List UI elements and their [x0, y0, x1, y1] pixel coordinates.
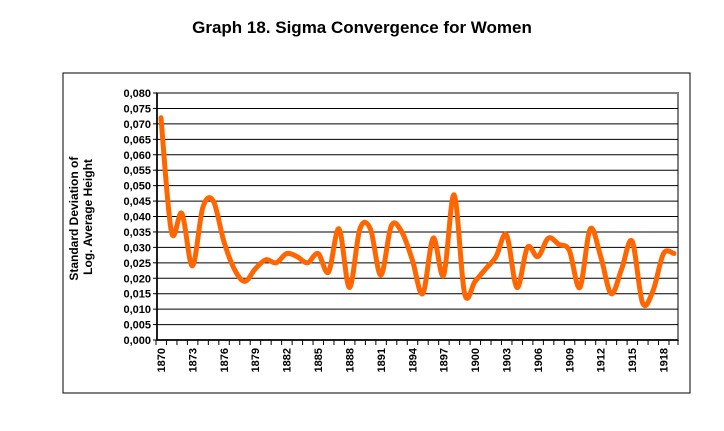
- x-tick-label: 1894: [407, 347, 419, 372]
- y-tick-label: 0,065: [123, 134, 151, 146]
- y-tick-label: 0,010: [123, 304, 151, 316]
- x-tick-label: 1915: [627, 348, 639, 372]
- y-tick-label: 0,080: [123, 88, 151, 100]
- x-tick-label: 1882: [282, 348, 294, 372]
- x-tick-label: 1909: [564, 348, 576, 372]
- y-tick-label: 0,015: [123, 289, 151, 301]
- x-tick-label: 1891: [376, 348, 388, 372]
- x-tick-label: 1912: [596, 348, 608, 372]
- chart-title: Graph 18. Sigma Convergence for Women: [192, 18, 532, 37]
- y-axis-label-line2: Log. Average Height: [81, 159, 95, 275]
- x-tick-label: 1876: [219, 348, 231, 372]
- x-tick-label: 1885: [313, 348, 325, 372]
- y-tick-label: 0,020: [123, 273, 151, 285]
- y-tick-label: 0,070: [123, 119, 151, 131]
- y-tick-label: 0,030: [123, 242, 151, 254]
- y-tick-label: 0,075: [123, 103, 151, 115]
- x-tick-label: 1879: [250, 348, 262, 372]
- y-tick-label: 0,035: [123, 227, 151, 239]
- y-tick-label: 0,055: [123, 165, 151, 177]
- x-tick-label: 1870: [156, 348, 168, 372]
- series-line-women: [158, 115, 677, 309]
- x-tick-label: 1873: [187, 348, 199, 372]
- x-tick-label: 1888: [344, 348, 356, 372]
- chart-frame: [62, 72, 691, 394]
- y-axis-label: Standard Deviation of Log. Average Heigh…: [67, 153, 95, 280]
- y-tick-label: 0,040: [123, 212, 151, 224]
- y-tick-label: 0,005: [123, 320, 151, 332]
- y-tick-label: 0,045: [123, 196, 151, 208]
- y-tick-label: 0,000: [123, 335, 151, 347]
- y-tick-label: 0,050: [123, 181, 151, 193]
- y-axis-label-line1: Standard Deviation of: [67, 156, 81, 281]
- x-tick-label: 1897: [439, 348, 451, 372]
- y-tick-label: 0,060: [123, 150, 151, 162]
- x-tick-label: 1918: [659, 348, 671, 372]
- x-tick-label: 1906: [533, 348, 545, 372]
- y-tick-label: 0,025: [123, 258, 151, 270]
- x-tick-label: 1903: [501, 348, 513, 372]
- x-tick-label: 1900: [470, 348, 482, 372]
